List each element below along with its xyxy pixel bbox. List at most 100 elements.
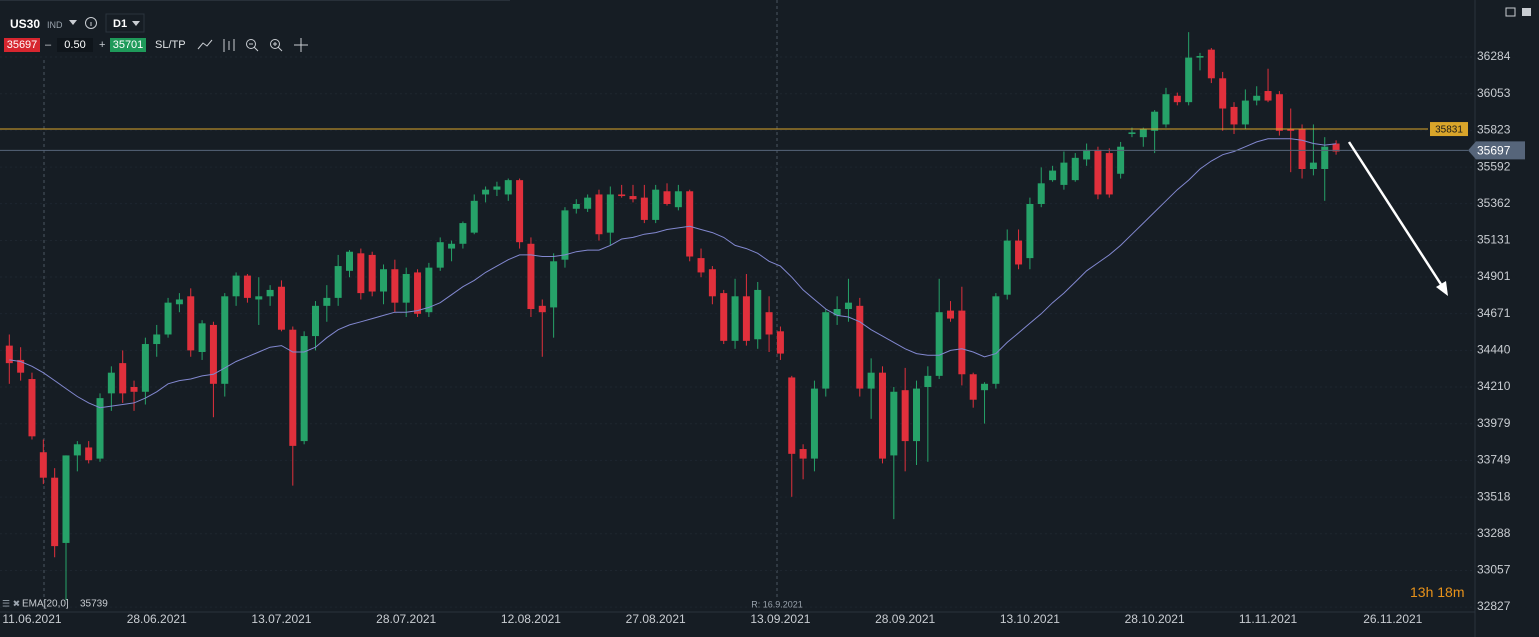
candle-body	[459, 223, 467, 244]
candle-body	[17, 359, 25, 373]
candle-body	[776, 331, 784, 354]
x-tick-label: 28.06.2021	[127, 612, 187, 626]
candle	[618, 184, 626, 198]
candle	[788, 375, 796, 497]
x-tick-label: 27.08.2021	[626, 612, 686, 626]
candle	[1026, 197, 1034, 270]
x-tick-label: 13.10.2021	[1000, 612, 1060, 626]
candle-body	[357, 253, 365, 294]
candle	[221, 293, 229, 397]
candle	[822, 309, 830, 397]
candle-body	[1264, 91, 1272, 101]
candle	[901, 367, 909, 472]
candle-body	[198, 323, 206, 352]
candle	[357, 248, 365, 300]
candle	[1083, 143, 1091, 166]
candle-body	[788, 377, 796, 454]
candle	[1015, 229, 1023, 270]
candle	[992, 293, 1000, 389]
candle-body	[765, 312, 773, 335]
candle-body	[1117, 146, 1125, 174]
countdown: 13h 18m	[1410, 584, 1465, 600]
symbol[interactable]: US30	[10, 17, 41, 31]
candle-body	[448, 243, 456, 249]
candle-body	[85, 447, 93, 461]
last-price-label: 35697	[1477, 144, 1511, 158]
candle-body	[981, 383, 989, 391]
timeframe[interactable]: D1	[113, 18, 128, 30]
candle-body	[663, 191, 671, 204]
candle	[436, 237, 444, 271]
candle	[958, 286, 966, 386]
candle-body	[606, 194, 614, 233]
candle	[187, 288, 195, 357]
volume[interactable]: 0.50	[57, 38, 93, 52]
candle	[368, 251, 376, 297]
candle-body	[1275, 94, 1283, 131]
y-tick-label: 34901	[1477, 269, 1511, 283]
candle-body	[992, 296, 1000, 384]
candle	[1275, 91, 1283, 136]
candle	[890, 386, 898, 520]
candle	[380, 264, 388, 305]
candle	[504, 178, 512, 201]
candle	[629, 184, 637, 203]
candle-body	[243, 275, 251, 298]
x-tick-label: 28.10.2021	[1125, 612, 1185, 626]
candle	[1003, 229, 1011, 300]
candle	[391, 259, 399, 313]
candle	[1151, 110, 1159, 154]
candle	[39, 439, 47, 485]
buy-price[interactable]: 35701	[110, 38, 146, 52]
candle-body	[51, 477, 59, 547]
candle-body	[402, 274, 410, 303]
candle-body	[708, 269, 716, 297]
y-tick-label: 34210	[1477, 379, 1511, 393]
candle-body	[266, 289, 274, 297]
candle-body	[640, 197, 648, 220]
y-tick-label: 33979	[1477, 416, 1511, 430]
candle-body	[1185, 57, 1193, 103]
x-tick-label: 12.08.2021	[501, 612, 561, 626]
candle-body	[1071, 157, 1079, 181]
minus-button[interactable]: –	[45, 39, 52, 51]
candle-body	[482, 189, 490, 195]
sltp-button[interactable]: SL/TP	[155, 39, 186, 51]
candle	[266, 285, 274, 306]
candle	[493, 181, 501, 197]
candle-body	[1287, 129, 1295, 131]
candle	[981, 382, 989, 424]
candle-body	[164, 302, 172, 335]
candle-body	[107, 372, 115, 394]
candle-body	[175, 299, 183, 305]
candle-body	[1298, 129, 1306, 169]
candle-body	[232, 275, 240, 297]
candle	[652, 184, 660, 224]
sell-price[interactable]: 35697	[4, 38, 40, 52]
x-tick-label: 13.09.2021	[750, 612, 810, 626]
candle	[550, 253, 558, 338]
candle	[17, 347, 25, 381]
candle	[584, 194, 592, 212]
candle	[731, 278, 739, 349]
candle	[255, 277, 263, 325]
y-tick-label: 33288	[1477, 526, 1511, 540]
candle	[1241, 89, 1249, 130]
y-tick-label: 33749	[1477, 453, 1511, 467]
candle-body	[1196, 56, 1204, 58]
candle-body	[209, 324, 217, 384]
candle	[459, 221, 467, 249]
candle	[130, 380, 138, 411]
x-tick-label: 26.11.2021	[1363, 612, 1422, 626]
candle-body	[1026, 204, 1034, 259]
candle	[141, 337, 149, 405]
candle	[198, 320, 206, 360]
ema-line	[9, 138, 1337, 409]
candle	[164, 297, 172, 338]
candle-body	[255, 296, 263, 300]
candle-body	[799, 449, 807, 459]
y-tick-label: 32827	[1477, 599, 1511, 613]
candle	[232, 272, 240, 306]
plus-button[interactable]: +	[99, 39, 106, 51]
